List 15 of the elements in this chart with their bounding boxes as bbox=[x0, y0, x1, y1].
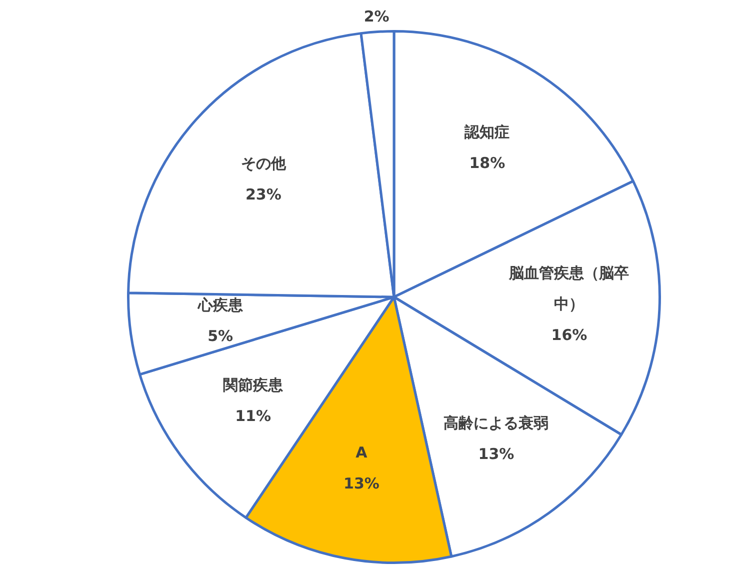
data-label: 18% bbox=[469, 154, 506, 172]
data-label: 23% bbox=[245, 185, 282, 204]
data-label: 5% bbox=[208, 326, 234, 345]
data-label: 16% bbox=[551, 326, 588, 344]
slice-label: 脳血管疾患（脳卒中） bbox=[508, 264, 630, 314]
data-label: 13% bbox=[344, 474, 380, 493]
slice-label: 関節疾患 bbox=[223, 376, 284, 394]
slice-label: A bbox=[356, 444, 368, 462]
slice-label: 認知症 bbox=[464, 122, 510, 141]
data-label: 11% bbox=[235, 406, 272, 425]
data-label: 13% bbox=[478, 444, 514, 463]
data-label: 2% bbox=[364, 8, 390, 26]
slice-label: その他 bbox=[240, 154, 287, 172]
slice-label: 高齢による衰弱 bbox=[444, 414, 549, 432]
slice-label: 心疾患 bbox=[196, 296, 244, 314]
